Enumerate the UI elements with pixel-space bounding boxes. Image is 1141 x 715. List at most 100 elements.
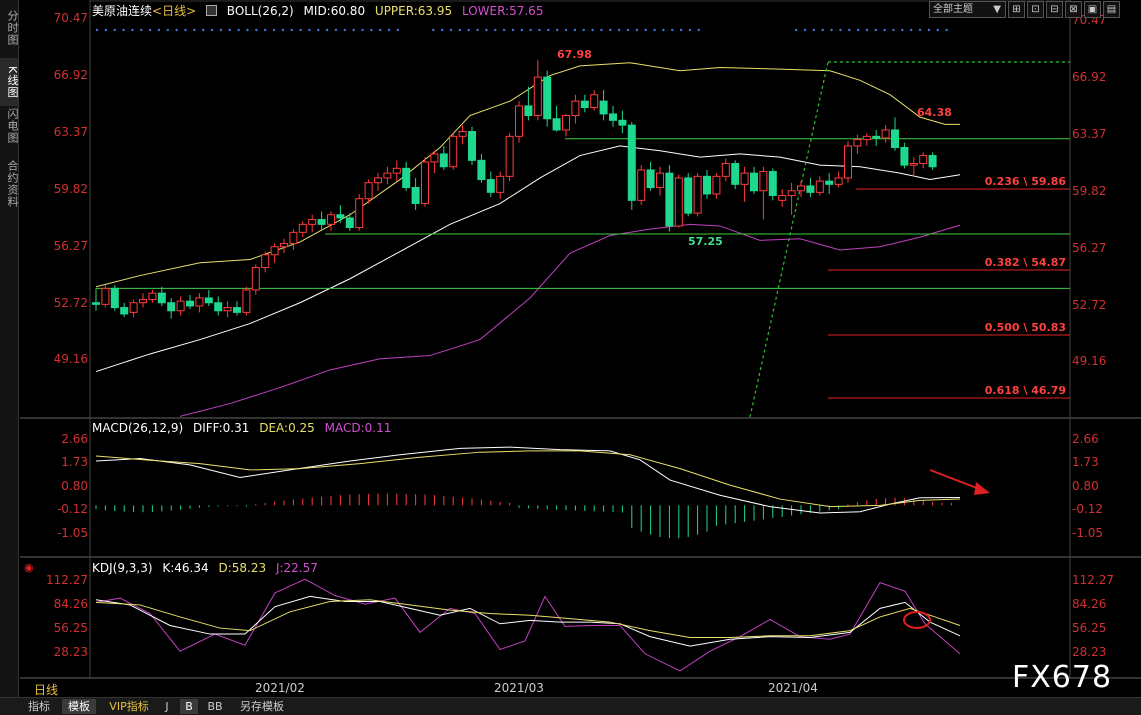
- tab-b[interactable]: B: [180, 699, 198, 714]
- marker-dot: [529, 28, 532, 32]
- marker-dot: [803, 28, 807, 32]
- candle-up: [374, 177, 382, 184]
- boll-upper: UPPER:63.95: [374, 4, 453, 18]
- price-tick: 70.47: [53, 11, 88, 25]
- candle-down: [872, 135, 881, 139]
- d-line: [95, 599, 961, 638]
- layout-button-5[interactable]: ▣: [1084, 1, 1101, 18]
- candle-up: [590, 94, 599, 109]
- marker-dot: [272, 28, 276, 32]
- tab-indicators[interactable]: 指标: [28, 700, 50, 713]
- kdj-name: KDJ(9,3,3): [92, 561, 153, 575]
- marker-dot: [485, 28, 488, 32]
- candle-up: [721, 163, 730, 177]
- tab-vip-indicators[interactable]: VIP指标: [109, 700, 149, 713]
- marker-dot: [901, 28, 904, 32]
- macd-value: MACD:0.11: [324, 421, 392, 435]
- candle-down: [157, 292, 166, 304]
- candle-up: [129, 302, 138, 313]
- macd-tick: 0.80: [61, 479, 88, 493]
- marker-dot: [538, 28, 541, 32]
- candle-up: [656, 172, 664, 189]
- trend-line-dashed: [749, 61, 829, 418]
- dea-line: [95, 450, 961, 508]
- marker-dot: [281, 28, 285, 32]
- low-label: 57.25: [688, 235, 723, 248]
- candle-down: [627, 124, 636, 201]
- left-view-tabs: 分时图 K线图 闪电图 合约资料: [0, 0, 19, 697]
- boll-mid: MID:60.80: [303, 4, 366, 18]
- candle-up: [815, 180, 824, 193]
- marker-dot: [131, 28, 134, 32]
- main-legend: 美原油连续<日线> BOLL(26,2) MID:60.80 UPPER:63.…: [92, 2, 549, 19]
- candle-up: [881, 129, 890, 139]
- macd-tick: 2.66: [1072, 432, 1099, 446]
- candle-up: [862, 135, 871, 141]
- tab-lightning[interactable]: 闪电图: [6, 108, 19, 144]
- candle-up: [797, 185, 805, 192]
- tab-kline[interactable]: K线图: [0, 58, 19, 106]
- marker-dot: [308, 28, 311, 32]
- marker-dot: [122, 28, 125, 32]
- candle-up: [223, 307, 232, 312]
- candle-up: [458, 131, 467, 137]
- candle-up: [834, 177, 843, 185]
- layout-button-3[interactable]: ⊟: [1046, 1, 1063, 18]
- tab-templates[interactable]: 模板: [62, 699, 96, 714]
- marker-dot: [494, 28, 497, 32]
- tab-bb[interactable]: BB: [207, 700, 223, 713]
- indicator-toggle-icon[interactable]: [205, 5, 217, 16]
- tab-j[interactable]: J: [165, 700, 169, 713]
- candle-up: [261, 254, 270, 269]
- marker-dot: [255, 28, 258, 32]
- candle-up: [392, 167, 401, 174]
- macd-tick: -1.05: [56, 526, 88, 540]
- tab-contract-info[interactable]: 合约资料: [6, 160, 19, 208]
- candle-down: [477, 159, 486, 181]
- tab-save-template[interactable]: 另存模板: [240, 700, 284, 713]
- candle-down: [204, 297, 213, 304]
- price-tick: 66.92: [53, 68, 88, 82]
- candle-up: [759, 171, 768, 192]
- kdj-panel: [95, 578, 961, 672]
- marker-dot: [140, 28, 143, 32]
- layout-button-1[interactable]: ⊞: [1008, 1, 1025, 18]
- candle-up: [505, 135, 514, 177]
- candle-up: [496, 175, 505, 193]
- marker-dot: [246, 28, 249, 32]
- macd-tick: -1.05: [1072, 526, 1104, 540]
- boll-lower: LOWER:57.65: [461, 4, 544, 18]
- diff-line: [95, 446, 961, 514]
- marker-dot: [237, 28, 240, 32]
- marker-dot: [945, 28, 948, 32]
- layout-button-6[interactable]: ▤: [1103, 1, 1120, 18]
- theme-select[interactable]: 全部主题 ▼: [929, 1, 1006, 18]
- candle-up: [693, 175, 702, 214]
- candle-down: [609, 113, 617, 121]
- marker-dot: [839, 28, 842, 32]
- layout-button-2[interactable]: ⊡: [1027, 1, 1044, 18]
- candle-down: [825, 180, 834, 185]
- tab-time-sharing[interactable]: 分时图: [6, 10, 19, 46]
- settings-icon[interactable]: ◉: [24, 561, 34, 574]
- marker-dot: [892, 28, 895, 32]
- marker-dot: [556, 28, 559, 32]
- marker-dot: [573, 28, 577, 32]
- marker-dot: [370, 28, 373, 32]
- macd-dea: DEA:0.25: [259, 421, 315, 435]
- kdj-tick: 112.27: [1072, 573, 1114, 587]
- chevron-down-icon: ▼: [993, 4, 1001, 15]
- candle-down: [580, 100, 589, 109]
- kdj-tick: 28.23: [53, 645, 88, 659]
- marker-dot: [432, 28, 435, 32]
- candle-up: [195, 297, 204, 307]
- layout-button-4[interactable]: ⊠: [1065, 1, 1082, 18]
- candle-up: [251, 267, 260, 291]
- marker-dot: [830, 28, 833, 32]
- price-chart[interactable]: 67.98 57.25 64.38 0.236 \ 59.86 0.382 \ 54.…: [0, 0, 1141, 697]
- candle-up: [533, 76, 542, 117]
- candle-down: [92, 302, 100, 305]
- marker-dot: [591, 28, 594, 32]
- instrument-name: 美原油连续: [92, 4, 153, 18]
- price-tick: 59.82: [53, 182, 88, 196]
